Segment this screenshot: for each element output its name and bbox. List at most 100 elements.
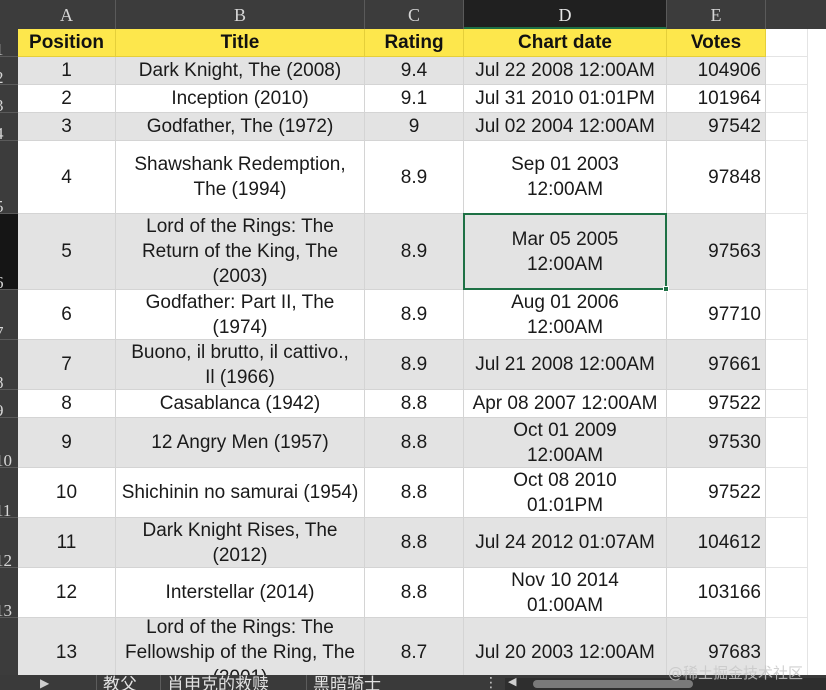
cell-position[interactable]: 10 xyxy=(18,468,116,518)
cell-chart-date[interactable]: Aug 01 2006 12:00AM xyxy=(464,290,667,340)
cell-title[interactable]: 12 Angry Men (1957) xyxy=(116,418,365,468)
cell-rating[interactable]: 8.8 xyxy=(365,418,464,468)
row-header-9[interactable]: 9 xyxy=(0,390,18,418)
cell-votes[interactable]: 103166 xyxy=(667,568,766,618)
cell-position[interactable]: 9 xyxy=(18,418,116,468)
cell-rating[interactable]: 9 xyxy=(365,113,464,141)
cell-chart-date[interactable]: Jul 31 2010 01:01PM xyxy=(464,85,667,113)
cell-chart-date[interactable]: Jul 24 2012 01:07AM xyxy=(464,518,667,568)
cell-chart-date[interactable]: Jul 21 2008 12:00AM xyxy=(464,340,667,390)
column-header-c[interactable]: C xyxy=(365,0,464,29)
cell-empty[interactable] xyxy=(766,418,808,468)
cell-position[interactable]: 5 xyxy=(18,214,116,290)
cell-title[interactable]: Dark Knight, The (2008) xyxy=(116,57,365,85)
header-cell-chart-date[interactable]: Chart date xyxy=(464,29,667,57)
row-header-13[interactable]: 13 xyxy=(0,568,18,618)
cell-empty[interactable] xyxy=(766,57,808,85)
cell-empty[interactable] xyxy=(766,29,808,57)
cell-position[interactable]: 8 xyxy=(18,390,116,418)
more-tabs-icon[interactable]: ⋮ xyxy=(484,675,498,690)
cell-rating[interactable]: 8.8 xyxy=(365,390,464,418)
cell-position[interactable]: 11 xyxy=(18,518,116,568)
scroll-left-icon[interactable]: ◀ xyxy=(508,676,517,688)
cell-title[interactable]: Interstellar (2014) xyxy=(116,568,365,618)
cell-votes[interactable]: 97563 xyxy=(667,214,766,290)
cell-rating[interactable]: 8.9 xyxy=(365,290,464,340)
cell-rating[interactable]: 8.8 xyxy=(365,468,464,518)
sheet-tab-dark-knight[interactable]: 黑暗骑士 xyxy=(306,675,387,690)
column-header-b[interactable]: B xyxy=(116,0,365,29)
header-cell-position[interactable]: Position xyxy=(18,29,116,57)
fill-handle[interactable] xyxy=(663,286,669,292)
cell-chart-date[interactable]: Oct 08 2010 01:01PM xyxy=(464,468,667,518)
row-header-2[interactable]: 2 xyxy=(0,57,18,85)
row-header-6[interactable]: 6 xyxy=(0,214,18,290)
row-header-10[interactable]: 10 xyxy=(0,418,18,468)
cell-position[interactable]: 1 xyxy=(18,57,116,85)
cell-empty[interactable] xyxy=(766,390,808,418)
cell-position[interactable]: 2 xyxy=(18,85,116,113)
cell-title[interactable]: Shichinin no samurai (1954) xyxy=(116,468,365,518)
cell-empty[interactable] xyxy=(766,340,808,390)
cell-position[interactable]: 4 xyxy=(18,141,116,214)
cell-chart-date[interactable]: Jul 02 2004 12:00AM xyxy=(464,113,667,141)
row-header-3[interactable]: 3 xyxy=(0,85,18,113)
cell-rating[interactable]: 8.8 xyxy=(365,568,464,618)
cell-empty[interactable] xyxy=(766,518,808,568)
cell-chart-date[interactable]: Jul 22 2008 12:00AM xyxy=(464,57,667,85)
horizontal-scrollbar-thumb[interactable] xyxy=(533,680,693,688)
cell-empty[interactable] xyxy=(766,85,808,113)
cell-position[interactable]: 7 xyxy=(18,340,116,390)
cell-title[interactable]: Godfather, The (1972) xyxy=(116,113,365,141)
cell-chart-date[interactable]: Sep 01 2003 12:00AM xyxy=(464,141,667,214)
cell-empty[interactable] xyxy=(766,468,808,518)
cell-votes[interactable]: 97522 xyxy=(667,468,766,518)
cell-rating[interactable]: 8.8 xyxy=(365,518,464,568)
cell-rating[interactable]: 9.1 xyxy=(365,85,464,113)
cell-votes[interactable]: 97848 xyxy=(667,141,766,214)
cell-votes[interactable]: 101964 xyxy=(667,85,766,113)
cell-votes[interactable]: 97710 xyxy=(667,290,766,340)
cell-rating[interactable]: 8.9 xyxy=(365,340,464,390)
row-header-8[interactable]: 8 xyxy=(0,340,18,390)
cell-title[interactable]: Shawshank Redemption, The (1994) xyxy=(116,141,365,214)
cell-votes[interactable]: 104612 xyxy=(667,518,766,568)
cell-empty[interactable] xyxy=(766,568,808,618)
cell-chart-date[interactable]: Oct 01 2009 12:00AM xyxy=(464,418,667,468)
cell-empty[interactable] xyxy=(766,113,808,141)
row-header-12[interactable]: 12 xyxy=(0,518,18,568)
cell-chart-date[interactable]: Mar 05 2005 12:00AM xyxy=(464,214,667,290)
row-header-1[interactable]: 1 xyxy=(0,29,18,57)
horizontal-scrollbar[interactable] xyxy=(505,678,826,690)
cell-title[interactable]: Casablanca (1942) xyxy=(116,390,365,418)
cell-votes[interactable]: 97522 xyxy=(667,390,766,418)
cell-votes[interactable]: 104906 xyxy=(667,57,766,85)
header-cell-rating[interactable]: Rating xyxy=(365,29,464,57)
cell-title[interactable]: Godfather: Part II, The (1974) xyxy=(116,290,365,340)
row-header-11[interactable]: 11 xyxy=(0,468,18,518)
cell-rating[interactable]: 8.9 xyxy=(365,141,464,214)
cell-chart-date[interactable]: Nov 10 2014 01:00AM xyxy=(464,568,667,618)
cell-empty[interactable] xyxy=(766,290,808,340)
sheet-tab-godfather[interactable]: 教父 xyxy=(96,675,143,690)
cell-position[interactable]: 12 xyxy=(18,568,116,618)
cell-chart-date[interactable]: Apr 08 2007 12:00AM xyxy=(464,390,667,418)
header-cell-title[interactable]: Title xyxy=(116,29,365,57)
cell-rating[interactable]: 9.4 xyxy=(365,57,464,85)
cell-title[interactable]: Dark Knight Rises, The (2012) xyxy=(116,518,365,568)
cell-rating[interactable]: 8.9 xyxy=(365,214,464,290)
cell-votes[interactable]: 97530 xyxy=(667,418,766,468)
cell-empty[interactable] xyxy=(766,214,808,290)
cell-title[interactable]: Lord of the Rings: The Return of the Kin… xyxy=(116,214,365,290)
row-header-5[interactable]: 5 xyxy=(0,141,18,214)
column-header-e[interactable]: E xyxy=(667,0,766,29)
cell-votes[interactable]: 97661 xyxy=(667,340,766,390)
cell-empty[interactable] xyxy=(766,141,808,214)
column-header-d[interactable]: D xyxy=(464,0,667,29)
cell-position[interactable]: 3 xyxy=(18,113,116,141)
column-header-a[interactable]: A xyxy=(18,0,116,29)
cell-position[interactable]: 6 xyxy=(18,290,116,340)
sheet-nav-next-icon[interactable]: ▶ xyxy=(40,676,50,690)
cell-title[interactable]: Inception (2010) xyxy=(116,85,365,113)
header-cell-votes[interactable]: Votes xyxy=(667,29,766,57)
